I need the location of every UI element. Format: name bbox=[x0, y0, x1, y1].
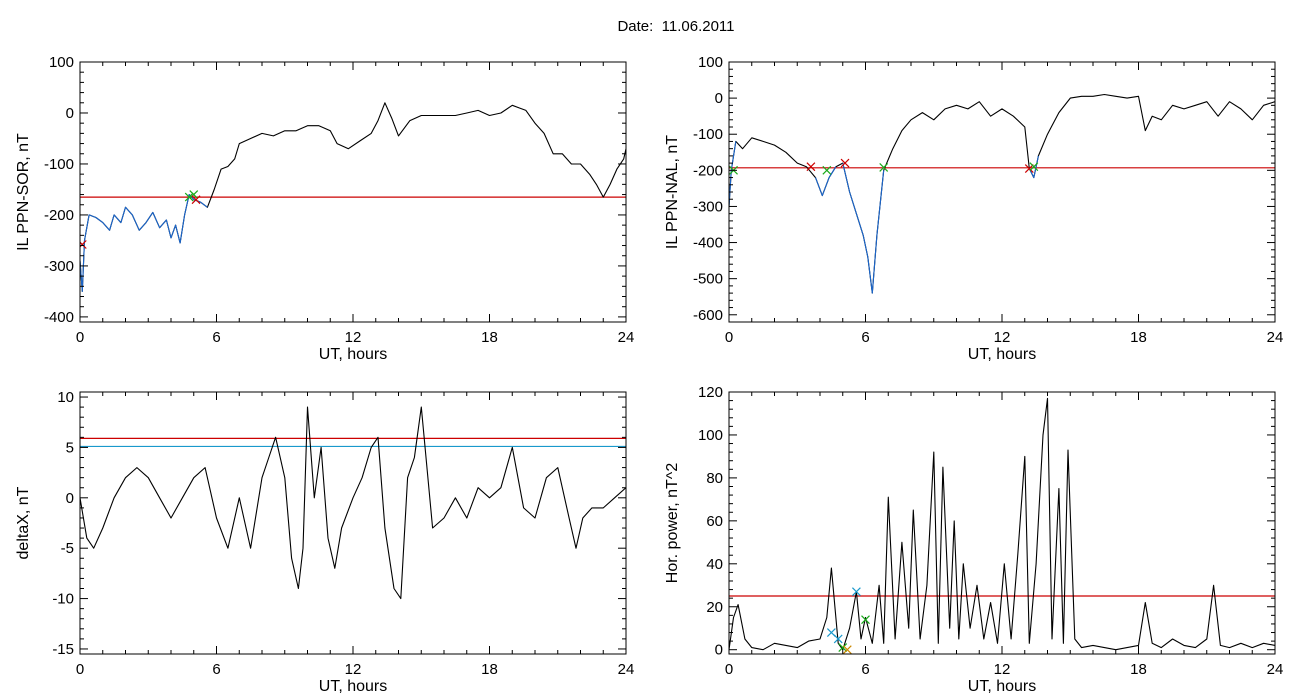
series-line bbox=[80, 193, 208, 292]
y-tick-label: -10 bbox=[52, 591, 74, 608]
x-tick-label: 0 bbox=[76, 329, 84, 346]
x-tick-label: 18 bbox=[481, 329, 498, 346]
event-marker bbox=[189, 190, 199, 199]
y-tick-label: -300 bbox=[693, 198, 723, 215]
y-tick-label: -200 bbox=[693, 162, 723, 179]
y-tick-label: 100 bbox=[698, 54, 723, 71]
y-tick-label: -5 bbox=[61, 540, 74, 557]
chart-panel-4: 0 6 12 18 24 0 20 40 60 80 100 120 UT, hours Hor. pow… bbox=[664, 384, 1283, 695]
event-marker bbox=[838, 643, 848, 652]
chart-panel-2: 0 6 12 18 24 -600 -500 -400 -300 -200 -100 0 100 UT, … bbox=[664, 54, 1283, 363]
y-tick-label: -100 bbox=[693, 126, 723, 143]
event-marker bbox=[80, 240, 87, 249]
event-marker bbox=[191, 195, 201, 205]
plot-area bbox=[80, 406, 626, 600]
y-tick-label: 120 bbox=[698, 384, 723, 401]
x-tick-label: 18 bbox=[481, 661, 498, 678]
y-axis-title: IL PPN-SOR, nT bbox=[15, 133, 32, 251]
y-axis-title: IL PPN-NAL, nT bbox=[664, 135, 681, 249]
x-tick-label: 0 bbox=[76, 661, 84, 678]
x-tick-label: 12 bbox=[994, 329, 1011, 346]
x-tick-label: 6 bbox=[212, 329, 220, 346]
y-tick-label: -300 bbox=[44, 258, 74, 275]
x-tick-label: 6 bbox=[861, 661, 869, 678]
x-tick-label: 18 bbox=[1130, 329, 1147, 346]
plot-area bbox=[729, 397, 1275, 654]
y-tick-label: 0 bbox=[715, 642, 723, 659]
plot-frame bbox=[728, 61, 1276, 323]
y-tick-label: 100 bbox=[698, 427, 723, 444]
x-tick-label: 0 bbox=[725, 661, 733, 678]
x-tick-label: 24 bbox=[618, 661, 635, 678]
x-tick-label: 24 bbox=[618, 329, 635, 346]
plot-frame bbox=[79, 391, 627, 655]
event-marker bbox=[184, 192, 194, 202]
event-marker bbox=[833, 634, 843, 644]
y-tick-label: 100 bbox=[49, 54, 74, 71]
series-line bbox=[842, 162, 885, 294]
y-tick-label: 80 bbox=[706, 470, 723, 487]
y-tick-label: -400 bbox=[44, 309, 74, 326]
y-tick-label: 10 bbox=[57, 389, 74, 406]
event-marker bbox=[851, 587, 861, 597]
y-tick-label: -400 bbox=[693, 235, 723, 252]
x-tick-label: 0 bbox=[725, 329, 733, 346]
event-marker bbox=[1024, 164, 1034, 173]
event-marker bbox=[806, 162, 816, 172]
y-tick-label: 60 bbox=[706, 513, 723, 530]
series-line bbox=[80, 406, 626, 600]
x-tick-label: 6 bbox=[212, 661, 220, 678]
event-marker bbox=[842, 645, 852, 654]
y-tick-label: -600 bbox=[693, 307, 723, 324]
plot-frame bbox=[79, 61, 627, 323]
series-line bbox=[729, 93, 1275, 294]
y-tick-label: 0 bbox=[66, 490, 74, 507]
figure-title: Date: 11.06.2011 bbox=[617, 18, 735, 35]
event-marker bbox=[822, 165, 832, 175]
y-tick-label: 5 bbox=[66, 439, 74, 456]
plot-area bbox=[80, 102, 626, 292]
event-marker bbox=[861, 615, 870, 625]
x-tick-label: 12 bbox=[994, 661, 1011, 678]
x-axis-title: UT, hours bbox=[319, 678, 387, 695]
event-marker bbox=[879, 163, 889, 172]
y-tick-label: 40 bbox=[706, 556, 723, 573]
plot-frame bbox=[728, 391, 1276, 655]
x-tick-label: 24 bbox=[1267, 329, 1284, 346]
series-line bbox=[814, 166, 837, 197]
series-line bbox=[729, 397, 1275, 651]
y-tick-label: -100 bbox=[44, 156, 74, 173]
y-tick-label: 0 bbox=[66, 105, 74, 122]
plot-area bbox=[729, 93, 1275, 294]
y-tick-label: 20 bbox=[706, 599, 723, 616]
x-axis-title: UT, hours bbox=[968, 346, 1036, 363]
y-tick-label: -15 bbox=[52, 641, 74, 658]
y-tick-label: 0 bbox=[715, 90, 723, 107]
x-tick-label: 24 bbox=[1267, 661, 1284, 678]
event-marker bbox=[840, 158, 850, 168]
x-tick-label: 18 bbox=[1130, 661, 1147, 678]
x-tick-label: 6 bbox=[861, 329, 869, 346]
y-axis-title: Hor. power, nT^2 bbox=[664, 463, 681, 584]
x-tick-label: 12 bbox=[345, 329, 362, 346]
x-axis-title: UT, hours bbox=[968, 678, 1036, 695]
event-marker bbox=[1029, 162, 1039, 172]
x-axis-title: UT, hours bbox=[319, 346, 387, 363]
chart-panel-3: 0 6 12 18 24 -15 -10 -5 0 5 10 UT, hours deltaX, nT bbox=[15, 389, 634, 695]
y-tick-label: -200 bbox=[44, 207, 74, 224]
y-axis-title: deltaX, nT bbox=[15, 486, 32, 559]
y-tick-label: -500 bbox=[693, 271, 723, 288]
x-tick-label: 12 bbox=[345, 661, 362, 678]
chart-panel-1: 0 6 12 18 24 -400 -300 -200 -100 0 100 UT, hours IL … bbox=[15, 54, 634, 363]
